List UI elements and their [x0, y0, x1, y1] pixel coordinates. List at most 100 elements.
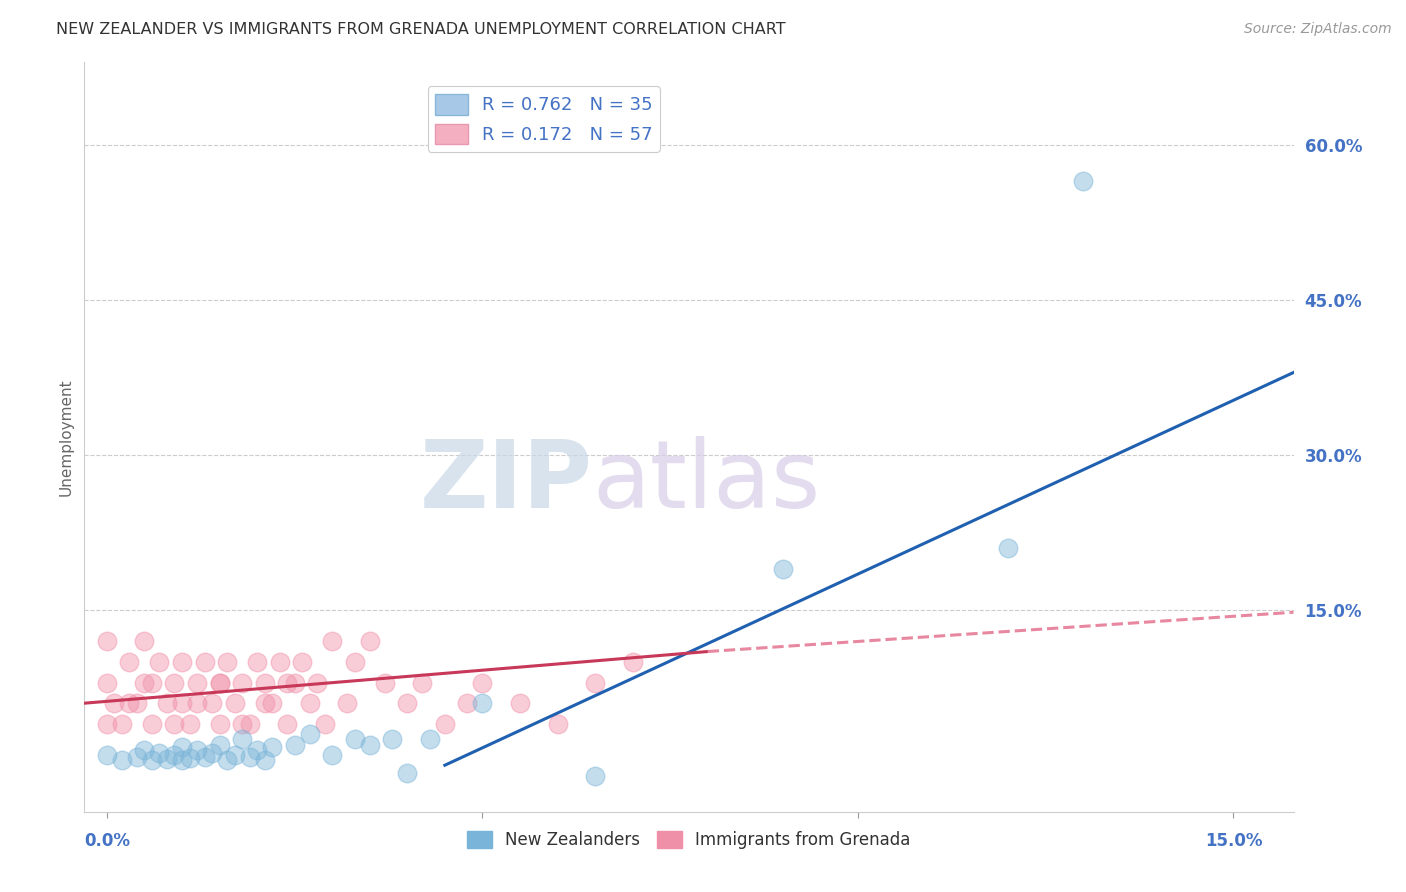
Point — [224, 696, 246, 710]
Point — [170, 655, 193, 669]
Point — [125, 696, 148, 710]
Point — [396, 696, 419, 710]
Point — [186, 675, 208, 690]
Point — [411, 675, 433, 690]
Text: Source: ZipAtlas.com: Source: ZipAtlas.com — [1244, 22, 1392, 37]
Point — [1071, 174, 1094, 188]
Point — [163, 675, 186, 690]
Point — [134, 634, 156, 648]
Point — [471, 675, 494, 690]
Y-axis label: Unemployment: Unemployment — [58, 378, 73, 496]
Point — [253, 753, 276, 767]
Point — [284, 738, 307, 752]
Point — [186, 742, 208, 756]
Point — [253, 696, 276, 710]
Point — [96, 747, 118, 762]
Point — [111, 717, 134, 731]
Point — [298, 727, 321, 741]
Point — [231, 732, 253, 747]
Point — [170, 739, 193, 754]
Point — [583, 675, 606, 690]
Point — [374, 675, 396, 690]
Point — [201, 696, 224, 710]
Point — [111, 753, 134, 767]
Point — [307, 675, 329, 690]
Point — [103, 696, 125, 710]
Point — [215, 655, 238, 669]
Point — [134, 742, 156, 756]
Point — [298, 696, 321, 710]
Point — [509, 696, 531, 710]
Point — [118, 655, 141, 669]
Point — [163, 717, 186, 731]
Point — [997, 541, 1019, 556]
Point — [321, 747, 343, 762]
Point — [170, 753, 193, 767]
Point — [179, 751, 201, 765]
Point — [284, 675, 307, 690]
Point — [343, 732, 366, 747]
Point — [246, 655, 269, 669]
Point — [208, 738, 231, 752]
Point — [96, 675, 118, 690]
Point — [456, 696, 478, 710]
Point — [156, 696, 179, 710]
Point — [359, 634, 381, 648]
Point — [336, 696, 359, 710]
Point — [239, 717, 262, 731]
Text: atlas: atlas — [592, 436, 821, 528]
Point — [231, 675, 253, 690]
Point — [163, 747, 186, 762]
Point — [148, 655, 170, 669]
Point — [433, 717, 456, 731]
Point — [276, 717, 298, 731]
Point — [156, 752, 179, 766]
Point — [396, 766, 419, 780]
Point — [148, 746, 170, 760]
Point — [141, 717, 163, 731]
Text: NEW ZEALANDER VS IMMIGRANTS FROM GRENADA UNEMPLOYMENT CORRELATION CHART: NEW ZEALANDER VS IMMIGRANTS FROM GRENADA… — [56, 22, 786, 37]
Point — [583, 768, 606, 782]
Point — [186, 696, 208, 710]
Point — [253, 675, 276, 690]
Point — [141, 675, 163, 690]
Point — [547, 717, 569, 731]
Point — [96, 717, 118, 731]
Point — [224, 747, 246, 762]
Point — [118, 696, 141, 710]
Point — [343, 655, 366, 669]
Point — [134, 675, 156, 690]
Point — [141, 753, 163, 767]
Point — [96, 634, 118, 648]
Point — [314, 717, 336, 731]
Text: 15.0%: 15.0% — [1205, 832, 1263, 850]
Point — [208, 675, 231, 690]
Point — [179, 717, 201, 731]
Point — [276, 675, 298, 690]
Point — [269, 655, 291, 669]
Point — [201, 746, 224, 760]
Point — [262, 739, 284, 754]
Point — [262, 696, 284, 710]
Point — [193, 655, 215, 669]
Point — [419, 732, 441, 747]
Point — [208, 675, 231, 690]
Point — [125, 750, 148, 764]
Point — [215, 753, 238, 767]
Point — [193, 750, 215, 764]
Point — [291, 655, 314, 669]
Point — [381, 732, 404, 747]
Point — [208, 717, 231, 731]
Point — [231, 717, 253, 731]
Text: 0.0%: 0.0% — [84, 832, 129, 850]
Point — [170, 696, 193, 710]
Point — [359, 738, 381, 752]
Point — [621, 655, 644, 669]
Text: ZIP: ZIP — [419, 436, 592, 528]
Point — [471, 696, 494, 710]
Legend: New Zealanders, Immigrants from Grenada: New Zealanders, Immigrants from Grenada — [460, 824, 918, 855]
Point — [321, 634, 343, 648]
Point — [772, 562, 794, 576]
Point — [246, 742, 269, 756]
Point — [239, 750, 262, 764]
